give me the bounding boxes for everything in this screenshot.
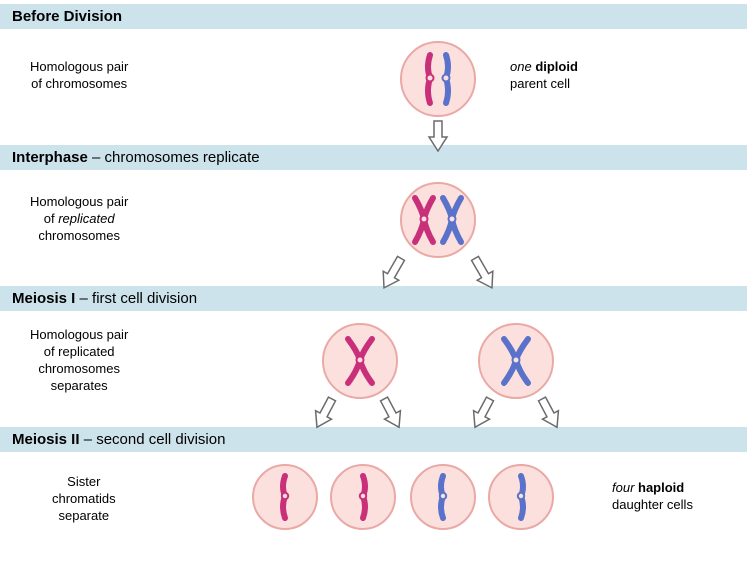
- stage3-left-label: Homologous pair of replicated chromosome…: [30, 327, 128, 395]
- stage1-left-l2: of chromosomes: [31, 76, 127, 91]
- stage4-cell-2: [330, 464, 396, 530]
- header-interphase: Interphase – chromosomes replicate: [0, 145, 747, 170]
- stage3-blue-x-svg: [496, 333, 536, 389]
- stage4-right-l2: daughter cells: [612, 497, 693, 512]
- stage3-pink-x-svg: [340, 333, 380, 389]
- stage1-right-l2: parent cell: [510, 76, 570, 91]
- stage3-row: Homologous pair of replicated chromosome…: [0, 311, 747, 427]
- header-sub-3: – first cell division: [75, 290, 197, 307]
- stage3-left-l2: of replicated: [44, 344, 115, 359]
- stage3-cell-blue: [478, 323, 554, 399]
- stage4-chrom-3-svg: [433, 473, 453, 521]
- stage1-right-label: one diploid parent cell: [510, 59, 578, 93]
- stage4-chrom-4-svg: [511, 473, 531, 521]
- stage4-chrom-2-svg: [353, 473, 373, 521]
- header-main-4: Meiosis II: [12, 431, 80, 448]
- stage1-chromosomes-svg: [413, 51, 463, 107]
- stage1-cell: [400, 41, 476, 117]
- header-main-3: Meiosis I: [12, 290, 75, 307]
- stage4-left-label: Sister chromatids separate: [52, 474, 116, 525]
- arrow-3-1: [304, 395, 344, 433]
- stage4-left-l3: separate: [58, 508, 109, 523]
- stage1-left-l1: Homologous pair: [30, 59, 128, 74]
- stage3-left-l4: separates: [51, 378, 108, 393]
- header-main-1: Before Division: [12, 8, 122, 25]
- stage2-cell: [400, 182, 476, 258]
- stage3-left-l1: Homologous pair: [30, 327, 128, 342]
- header-before-division: Before Division: [0, 4, 747, 29]
- stage1-right-prefix: one: [510, 59, 535, 74]
- arrow-3-4: [530, 395, 570, 433]
- arrow-3-3: [462, 395, 502, 433]
- header-main-2: Interphase: [12, 149, 88, 166]
- stage2-left-l1: Homologous pair: [30, 194, 128, 209]
- stage2-left-l2i: replicated: [58, 211, 114, 226]
- stage4-right-bold: haploid: [638, 480, 684, 495]
- stage4-chrom-1-svg: [275, 473, 295, 521]
- header-sub-2: – chromosomes replicate: [88, 149, 260, 166]
- arrow-2-left: [370, 254, 414, 294]
- stage4-cell-4: [488, 464, 554, 530]
- stage3-cell-pink: [322, 323, 398, 399]
- stage4-row: Sister chromatids separate four haploid …: [0, 452, 747, 548]
- stage4-right-prefix: four: [612, 480, 638, 495]
- stage2-chromosomes-svg: [407, 192, 469, 248]
- arrow-2-right: [462, 254, 506, 294]
- stage2-left-l3: chromosomes: [38, 228, 120, 243]
- stage4-left-l2: chromatids: [52, 491, 116, 506]
- header-sub-4: – second cell division: [80, 431, 226, 448]
- stage2-left-l2p: of: [44, 211, 58, 226]
- stage4-cell-3: [410, 464, 476, 530]
- arrow-3-2: [372, 395, 412, 433]
- stage1-row: Homologous pair of chromosomes one diplo…: [0, 29, 747, 145]
- arrow-1: [427, 119, 449, 153]
- stage3-left-l3: chromosomes: [38, 361, 120, 376]
- stage1-left-label: Homologous pair of chromosomes: [30, 59, 128, 93]
- stage2-left-label: Homologous pair of replicated chromosome…: [30, 194, 128, 245]
- stage4-right-label: four haploid daughter cells: [612, 480, 693, 514]
- stage2-row: Homologous pair of replicated chromosome…: [0, 170, 747, 286]
- stage1-right-bold: diploid: [535, 59, 578, 74]
- stage4-left-l1: Sister: [67, 474, 100, 489]
- stage4-cell-1: [252, 464, 318, 530]
